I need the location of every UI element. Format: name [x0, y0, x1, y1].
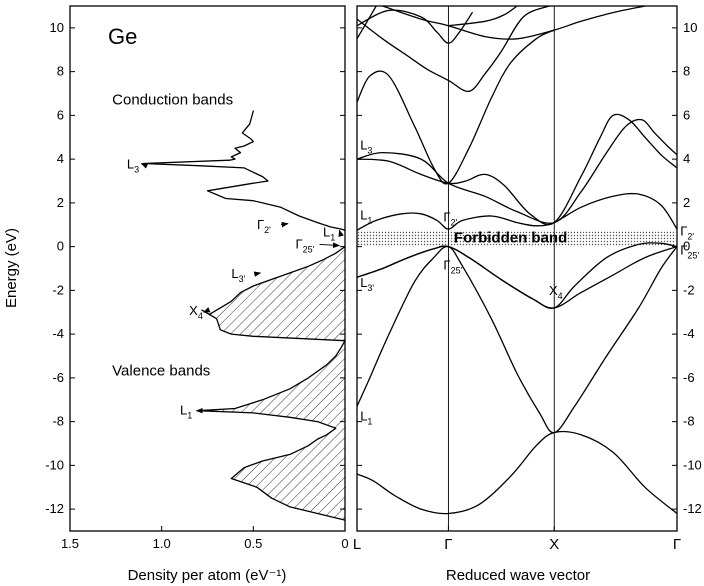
band-point-label: Γ2'	[443, 209, 457, 227]
valence-dos-hatch	[198, 246, 345, 521]
energy-band-curve	[357, 113, 677, 226]
band-x-tick-label: Γ	[673, 536, 681, 553]
band-y-tick-label: 2	[683, 195, 690, 210]
dos-x-tick-label: 0	[341, 536, 348, 551]
energy-band-curve	[357, 242, 677, 309]
dos-title: Ge	[108, 24, 137, 49]
dos-annotation-arrow	[280, 221, 289, 228]
band-structure-panel: Forbidden band -12 -10 -8 -6 -4 -2 0 2 4 6 8 10 L Γ X Γ L…	[353, 5, 702, 584]
band-point-label: L1	[360, 409, 372, 427]
density-of-states-panel: -12 -10 -8 -6 -4 -2 0 2 4 6 8 10 1.5 1.0 0.5 0 Conductio…	[3, 5, 349, 584]
band-curves	[357, 6, 677, 515]
dos-y-tick-label: -6	[52, 370, 64, 385]
band-y-tick-label: 4	[683, 151, 690, 166]
band-y-tick-label: 8	[683, 64, 690, 79]
dos-annotation-arrow	[203, 307, 211, 313]
dos-annotation: Valence bands	[112, 363, 210, 380]
dos-point-label: L3	[127, 157, 139, 175]
band-x-axis-label: Reduced wave vector	[446, 567, 590, 584]
band-x-tick-label: Γ	[444, 536, 452, 553]
dos-point-label: L1	[180, 403, 192, 421]
energy-band-curve	[447, 6, 518, 27]
forbidden-band-label: Forbidden band	[454, 229, 567, 246]
energy-band-curve	[357, 192, 677, 231]
dos-point-label: Γ2'	[257, 217, 271, 235]
band-y-tick-label: -12	[683, 501, 702, 516]
band-point-label: X4	[549, 283, 563, 301]
dos-x-tick-label: 1.0	[153, 536, 171, 551]
dos-x-tick-label: 1.5	[61, 536, 79, 551]
dos-point-label: L1	[323, 224, 335, 242]
valence-dos-curve	[197, 245, 346, 521]
energy-band-curve	[357, 6, 550, 92]
dos-y-tick-label: 4	[57, 151, 64, 166]
band-x-tick-label: L	[353, 536, 361, 553]
dos-marks: -12 -10 -8 -6 -4 -2 0 2 4 6 8 10 1.5 1.0 0.5 0 Conductio…	[45, 20, 348, 551]
band-point-label: L1	[360, 207, 372, 225]
dos-point-label: L3'	[231, 266, 245, 284]
band-x-tick-label: X	[549, 536, 559, 553]
dos-y-tick-label: -10	[45, 457, 64, 472]
dos-x-tick-label: 0.5	[244, 536, 262, 551]
dos-y-tick-label: -12	[45, 501, 64, 516]
energy-band-curve	[357, 9, 473, 44]
energy-band-curve	[357, 29, 555, 185]
dos-y-tick-label: -8	[52, 414, 64, 429]
conduction-dos-curve	[142, 110, 346, 231]
energy-band-curve	[357, 118, 677, 224]
band-point-label: Γ25'	[680, 242, 699, 260]
dos-y-tick-label: 6	[57, 107, 64, 122]
band-y-tick-label: -10	[683, 457, 702, 472]
forbidden-band-strip	[357, 230, 677, 247]
energy-band-curve	[381, 6, 646, 40]
band-point-label: L3	[360, 137, 372, 155]
band-marks: Forbidden band -12 -10 -8 -6 -4 -2 0 2 4 6 8 10 L Γ X Γ L…	[353, 6, 702, 553]
energy-y-axis-label: Energy (eV)	[3, 228, 20, 308]
dos-annotation-arrow	[140, 163, 149, 169]
energy-band-curve	[357, 430, 677, 515]
dos-point-label: X4	[189, 303, 203, 321]
energy-band-curve	[357, 6, 377, 40]
dos-annotation-arrow	[253, 271, 262, 277]
dos-annotation: Conduction bands	[112, 91, 233, 108]
dos-annotation-arrow	[338, 229, 344, 238]
band-point-label: Γ2'	[680, 224, 694, 242]
dos-y-tick-label: 0	[57, 239, 64, 254]
dos-y-tick-label: -2	[52, 282, 64, 297]
dos-point-label: Γ25'	[296, 236, 315, 254]
band-y-tick-label: -2	[683, 282, 695, 297]
band-y-tick-label: 0	[683, 239, 690, 254]
band-y-tick-label: -4	[683, 326, 695, 341]
dos-y-tick-label: 8	[57, 64, 64, 79]
band-point-label: L3'	[360, 275, 374, 293]
band-point-label: Γ25'	[443, 258, 462, 276]
energy-band-curve	[357, 245, 677, 434]
dos-y-tick-label: 2	[57, 195, 64, 210]
dos-y-tick-label: -4	[52, 326, 64, 341]
dos-y-tick-label: 10	[50, 20, 64, 35]
band-y-tick-label: 6	[683, 107, 690, 122]
dos-annotation-arrow	[319, 242, 341, 248]
band-y-tick-label: -8	[683, 414, 695, 429]
band-plot-frame	[356, 5, 678, 532]
band-y-tick-label: 10	[683, 20, 697, 35]
dos-x-axis-label: Density per atom (eV⁻¹)	[128, 567, 287, 584]
band-y-tick-label: -6	[683, 370, 695, 385]
